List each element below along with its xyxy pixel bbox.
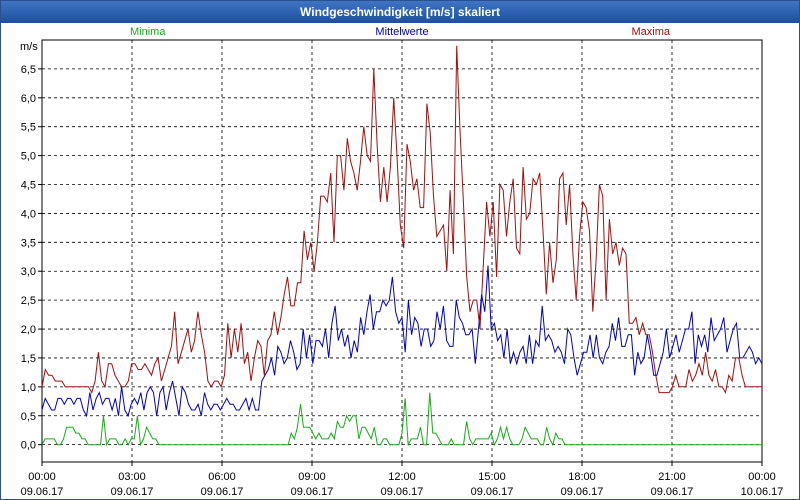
y-tick-label: 5,0 — [21, 151, 36, 163]
x-tick-date: 09.06.17 — [201, 486, 244, 498]
y-tick-label: 1,5 — [21, 353, 36, 365]
window-title: Windgeschwindigkeit [m/s] skaliert — [1, 1, 799, 23]
y-tick-label: 2,5 — [21, 295, 36, 307]
x-tick-date: 09.06.17 — [291, 486, 334, 498]
x-tick-time: 00:00 — [748, 471, 776, 483]
legend-mittelwerte: Mittelwerte — [375, 26, 428, 38]
x-tick-time: 00:00 — [28, 471, 56, 483]
x-tick-date: 09.06.17 — [561, 486, 604, 498]
y-tick-label: 3,5 — [21, 237, 36, 249]
x-tick-time: 18:00 — [568, 471, 596, 483]
y-tick-label: 0,0 — [21, 440, 36, 452]
x-tick-date: 09.06.17 — [381, 486, 424, 498]
x-tick-time: 21:00 — [658, 471, 686, 483]
x-tick-date: 09.06.17 — [471, 486, 514, 498]
x-tick-date: 09.06.17 — [21, 486, 64, 498]
y-tick-label: 6,5 — [21, 64, 36, 76]
y-tick-label: 2,0 — [21, 324, 36, 336]
x-tick-date: 09.06.17 — [111, 486, 154, 498]
series-line-mittelwerte — [41, 265, 763, 418]
y-tick-label: 4,0 — [21, 208, 36, 220]
y-tick-label: 3,0 — [21, 266, 36, 278]
x-tick-time: 06:00 — [208, 471, 236, 483]
y-tick-label: 6,0 — [21, 93, 36, 105]
x-tick-date: 10.06.17 — [741, 486, 784, 498]
x-tick-time: 03:00 — [118, 471, 146, 483]
legend-minima: Minima — [130, 26, 166, 38]
y-axis-label: m/s — [20, 41, 38, 53]
y-tick-label: 1,0 — [21, 382, 36, 394]
y-tick-label: 5,5 — [21, 122, 36, 134]
series-line-minima — [41, 392, 762, 447]
y-tick-label: 4,5 — [21, 180, 36, 192]
x-tick-time: 15:00 — [478, 471, 506, 483]
y-tick-label: 0,5 — [21, 411, 36, 423]
legend-maxima: Maxima — [631, 26, 670, 38]
x-tick-date: 09.06.17 — [651, 486, 694, 498]
x-tick-time: 09:00 — [298, 471, 326, 483]
series-line-maxima — [41, 45, 762, 395]
x-tick-time: 12:00 — [388, 471, 416, 483]
